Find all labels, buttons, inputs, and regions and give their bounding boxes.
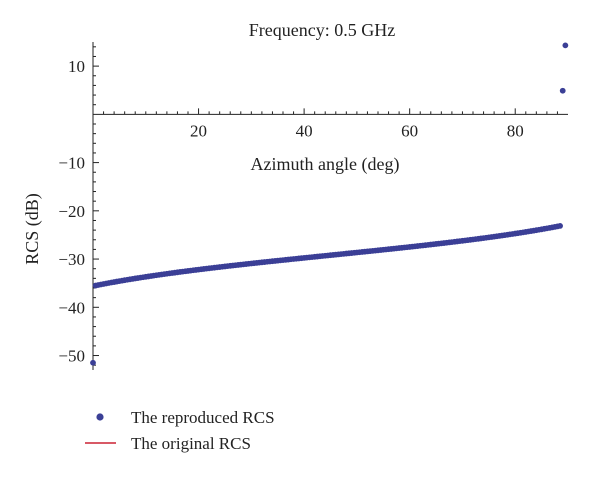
reproduced-rcs-points [90, 42, 569, 366]
y-ticks: 10 −10 −20 −30 −40 −50 [58, 46, 99, 366]
y-tick-label: −30 [58, 250, 85, 269]
x-tick-label: 60 [401, 121, 418, 140]
data-point [90, 359, 96, 366]
data-point [557, 223, 563, 229]
legend-label-reproduced: The reproduced RCS [131, 408, 275, 427]
data-point [559, 87, 566, 94]
data-point [562, 42, 569, 49]
legend: The reproduced RCS The original RCS [85, 408, 275, 453]
x-tick-label: 80 [507, 121, 524, 140]
legend-label-original: The original RCS [131, 434, 251, 453]
legend-marker-reproduced [96, 413, 104, 421]
axes: 20 40 60 80 10 −10 −20 −30 −40 −50 [58, 42, 568, 370]
y-tick-label: 10 [68, 57, 85, 76]
y-axis-label: RCS (dB) [22, 193, 43, 265]
x-ticks: 20 40 60 80 [103, 108, 558, 140]
x-tick-label: 20 [190, 121, 207, 140]
y-tick-label: −10 [58, 154, 85, 173]
x-tick-label: 40 [296, 121, 313, 140]
x-axis-label: Azimuth angle (deg) [251, 154, 400, 175]
y-tick-label: −20 [58, 202, 85, 221]
y-tick-label: −50 [58, 347, 85, 366]
y-tick-label: −40 [58, 298, 85, 317]
chart-title: Frequency: 0.5 GHz [249, 20, 395, 40]
